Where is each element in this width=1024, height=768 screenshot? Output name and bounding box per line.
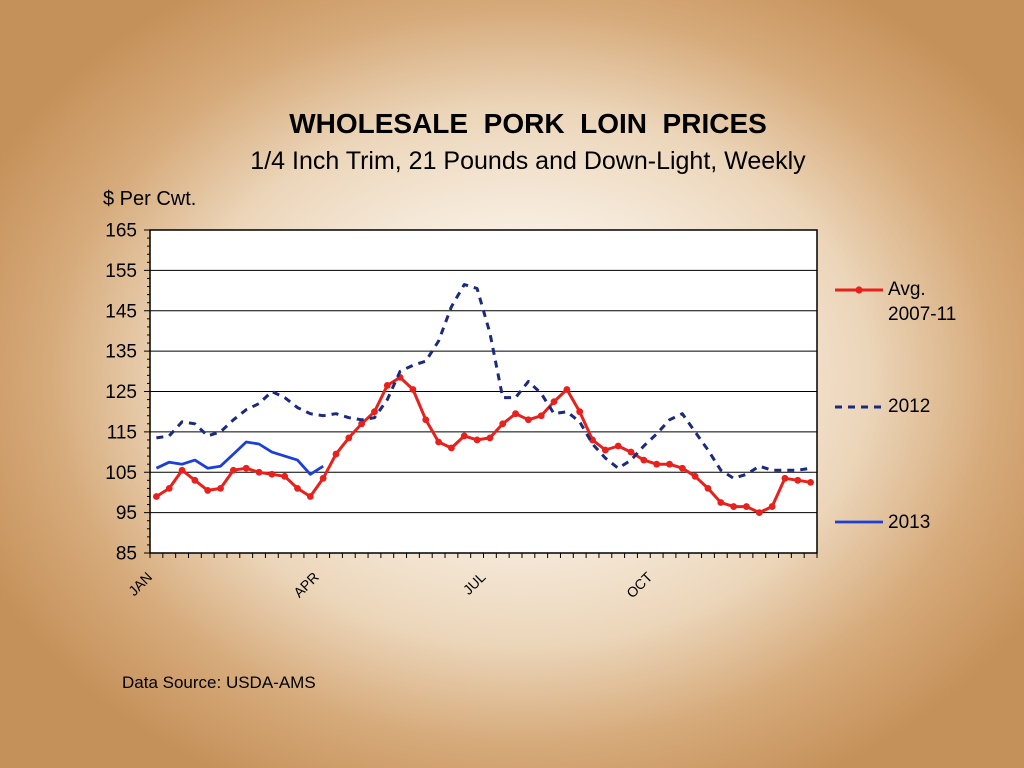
x-tick-label: JAN	[125, 569, 155, 599]
avg-2007-11-point	[165, 485, 173, 492]
y-tick-label: 115	[107, 422, 137, 443]
avg-2007-11-point	[653, 460, 661, 468]
chart-subtitle: 1/4 Inch Trim, 21 Pounds and Down-Light,…	[250, 147, 806, 175]
avg-2007-11-point	[409, 386, 417, 393]
avg-2007-11-point	[666, 460, 673, 468]
2012-line	[156, 283, 811, 480]
avg-2007-11-line	[155, 375, 811, 515]
avg-2007-11-point	[448, 444, 455, 452]
avg-2007-11-point	[537, 412, 545, 420]
avg-2007-11-point	[755, 509, 763, 517]
avg-2007-11-point	[242, 464, 250, 472]
avg-2007-11-point	[435, 438, 443, 446]
avg-2007-11-point	[794, 476, 802, 484]
avg-2007-11-point	[383, 382, 391, 389]
y-tick-label: 125	[105, 382, 137, 403]
avg-2007-11-point	[294, 485, 301, 492]
data-source-note: Data Source: USDA-AMS	[122, 673, 316, 692]
legend-label-2013: 2013	[888, 512, 931, 533]
chart-title: WHOLESALE PORK LOIN PRICES	[289, 108, 767, 139]
avg-2007-11-point	[229, 466, 237, 474]
y-tick-label: 165	[105, 221, 137, 242]
y-tick-label: 85	[116, 544, 137, 565]
avg-2007-11-point	[358, 420, 366, 428]
y-axis-label: $ Per Cwt.	[103, 188, 197, 210]
avg-2007-11-point	[268, 470, 276, 478]
2013-line	[155, 440, 324, 476]
legend-swatches	[835, 286, 883, 524]
avg-2007-11-point	[499, 420, 507, 428]
avg-2007-11-point	[319, 474, 327, 482]
avg-2007-11-point	[614, 442, 622, 450]
avg-2007-11-point	[281, 472, 289, 480]
avg-2007-11-point	[743, 503, 750, 510]
series-layer	[153, 283, 814, 517]
avg-2007-11-point	[601, 446, 609, 454]
avg-2007-11-point	[807, 478, 814, 486]
avg-2007-11-point	[691, 472, 699, 480]
x-tick-label: JUL	[460, 569, 489, 598]
avg-2007-11-point	[576, 408, 584, 416]
avg-2007-11-point	[512, 410, 519, 418]
avg-2007-11-point	[153, 493, 160, 500]
avg-2007-11-point	[345, 434, 353, 442]
y-tick-label: 145	[105, 301, 137, 322]
legend-marker-avg-2007-11	[855, 286, 863, 294]
y-tick-label: 95	[116, 503, 137, 524]
avg-2007-11-point	[178, 466, 186, 474]
avg-2007-11-point	[704, 485, 712, 492]
x-axis: JAN APR JUL OCT	[125, 553, 818, 601]
avg-2007-11-point	[306, 493, 314, 500]
avg-2007-11-point	[563, 386, 571, 393]
avg-2007-11-point	[332, 450, 340, 458]
avg-2007-11-point	[486, 434, 494, 442]
avg-2007-11-point	[191, 476, 199, 484]
avg-2007-11-point	[730, 503, 738, 510]
avg-2007-11-point	[781, 474, 789, 482]
legend-swatch-avg-2007-11	[835, 286, 883, 294]
avg-2007-11-point	[371, 408, 378, 416]
y-axis: 85 95 105 115 125 135 145 155 165	[105, 221, 150, 565]
avg-2007-11-point	[204, 487, 212, 494]
y-tick-label: 105	[105, 463, 137, 484]
y-tick-label: 135	[105, 342, 137, 363]
x-tick-label: APR	[290, 569, 322, 601]
avg-2007-11-point	[473, 436, 481, 444]
avg-2007-11-point	[717, 499, 725, 506]
avg-2007-11-point	[422, 416, 430, 424]
avg-2007-11-point	[460, 432, 468, 440]
y-tick-label: 155	[105, 261, 137, 282]
avg-2007-11-point	[768, 503, 776, 510]
legend-label-2012: 2012	[888, 396, 931, 417]
avg-2007-11-point	[678, 464, 686, 472]
legend-label-avg-2007-11: Avg. 2007-11	[888, 279, 957, 325]
avg-2007-11-point	[627, 448, 635, 456]
avg-2007-11-point	[524, 416, 532, 424]
avg-2007-11-point	[640, 456, 648, 464]
x-tick-label: OCT	[623, 568, 656, 601]
gridlines	[150, 269, 817, 514]
avg-2007-11-point	[255, 468, 263, 476]
avg-2007-11-point	[217, 485, 224, 492]
avg-2007-11-point	[550, 398, 558, 405]
